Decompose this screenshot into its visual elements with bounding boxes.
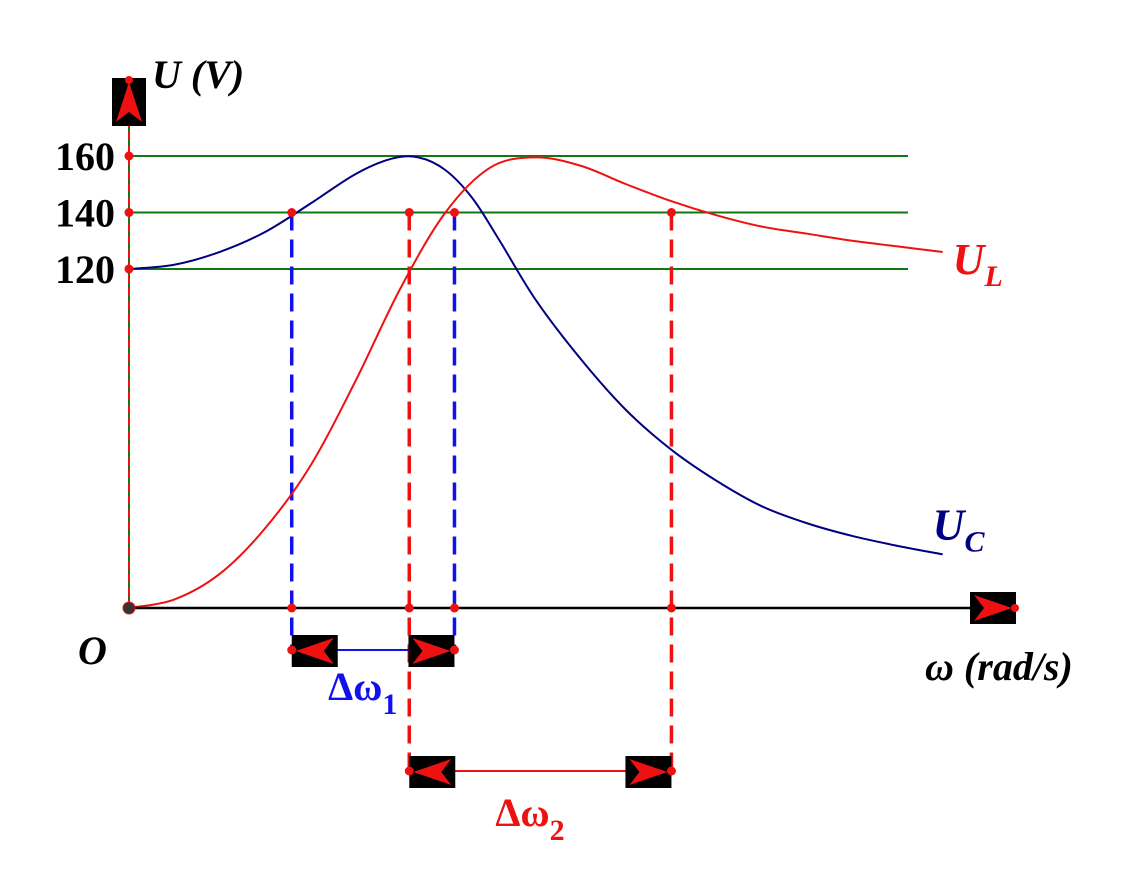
series-lines xyxy=(128,155,943,609)
interval-arrow-left-delta2 xyxy=(409,756,456,788)
origin-label: O xyxy=(78,628,107,673)
series-label-ul: UL xyxy=(953,235,1003,293)
y-axis-label: U (V) xyxy=(152,52,244,97)
series-line-ul xyxy=(128,156,943,609)
origin-dot xyxy=(122,601,136,615)
y-axis-arrow xyxy=(112,78,146,126)
y-tick-dot xyxy=(124,264,134,274)
guide-top-dot xyxy=(449,208,459,217)
guide-bar-dot xyxy=(404,766,414,776)
interval-arrows xyxy=(112,78,1016,788)
guide-top-dot xyxy=(666,208,676,217)
x-axis-label: ω (rad/s) xyxy=(925,644,1073,689)
interval-arrow-right-delta1 xyxy=(408,635,455,667)
series-label-uc: UC xyxy=(933,500,986,558)
guide-bar-dot xyxy=(449,645,459,655)
interval-arrow-right-delta2 xyxy=(625,756,672,788)
labels: U (V) ω (rad/s) O 160 140 120 UC UL Δω1 Δω2 xyxy=(55,52,1073,847)
y-tick-dot xyxy=(124,208,134,217)
interval-arrow-left-delta1 xyxy=(291,635,338,667)
guide-axis-dot xyxy=(404,603,414,613)
series-line-uc xyxy=(128,155,943,556)
axes xyxy=(128,125,975,610)
guide-bar-dot xyxy=(666,766,676,776)
guide-lines xyxy=(289,212,674,771)
interval-label-delta2: Δω2 xyxy=(495,790,564,847)
y-tick-label: 140 xyxy=(55,191,115,236)
guide-top-dot xyxy=(404,208,414,217)
y-axis-top-dot xyxy=(125,76,133,84)
guide-top-dot xyxy=(287,208,297,217)
x-axis-arrow xyxy=(970,592,1016,624)
guide-axis-dot xyxy=(287,603,297,613)
guide-axis-dot xyxy=(666,603,676,613)
point-markers xyxy=(122,76,1019,776)
x-axis-end-dot xyxy=(1011,604,1019,612)
y-tick-label: 160 xyxy=(55,134,115,179)
guide-bar-dot xyxy=(287,645,297,655)
grid-lines xyxy=(129,155,908,270)
guide-axis-dot xyxy=(449,603,459,613)
y-tick-dot xyxy=(124,151,134,161)
interval-label-delta1: Δω1 xyxy=(328,664,397,721)
y-tick-label: 120 xyxy=(55,247,115,292)
